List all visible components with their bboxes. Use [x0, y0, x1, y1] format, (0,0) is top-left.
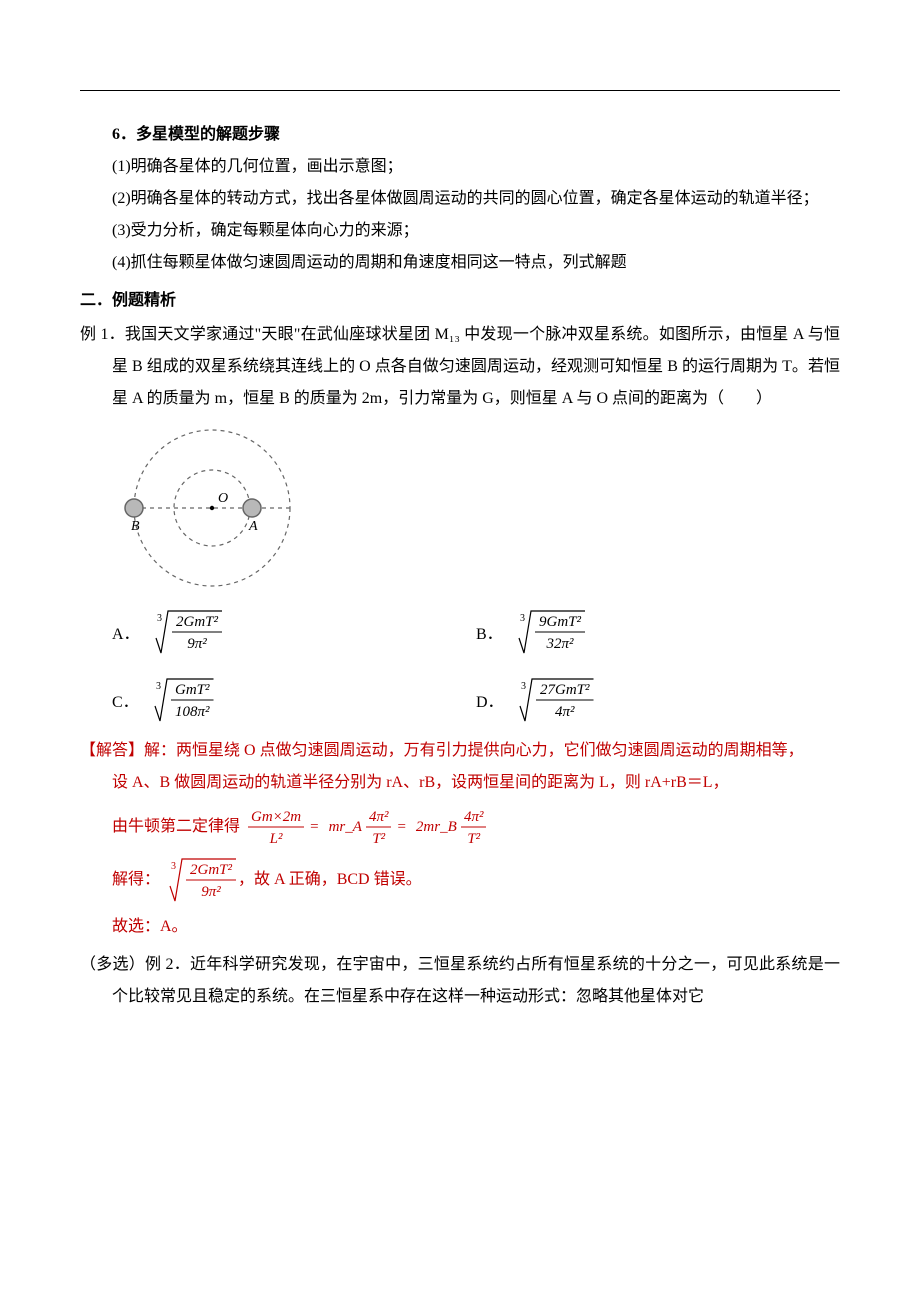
svg-text:2GmT²: 2GmT²	[190, 862, 232, 878]
svg-text:Gm×2m: Gm×2m	[251, 809, 301, 825]
svg-text:27GmT²: 27GmT²	[540, 682, 590, 698]
example2-stem: （多选）例 2．近年科学研究发现，在宇宙中，三恒星系统约占所有恒星系统的十分之一…	[80, 949, 840, 1013]
result-tail: ，故 A 正确，BCD 错误。	[238, 864, 422, 896]
ex1-lead: 例 1．	[80, 326, 125, 343]
svg-text:3: 3	[520, 613, 525, 624]
option-b: B． 9GmT² 32π² 3	[476, 607, 840, 657]
solution-line1: 【解答】解：两恒星绕 O 点做匀速圆周运动，万有引力提供向心力，它们做匀速圆周运…	[112, 735, 840, 767]
svg-text:9π²: 9π²	[201, 884, 221, 900]
option-b-label: B．	[476, 620, 503, 644]
example1-stem: 例 1．我国天文学家通过"天眼"在武仙座球状星团 M₁₃ 中发现一个脉冲双星系统…	[80, 319, 840, 415]
newton-equation-line: 由牛顿第二定律得 Gm×2mL²=mr_A4π²T²=2mr_B4π²T²	[112, 805, 840, 849]
ex2-lead: （多选）例 2．	[80, 956, 190, 973]
sec6-item-3: (3)受力分析，确定每颗星体向心力的来源；	[80, 215, 840, 247]
result-line: 解得： 2GmT² 9π² 3 ，故 A 正确，BCD 错误。	[112, 855, 840, 905]
option-a: A． 2GmT² 9π² 3	[112, 607, 476, 657]
sec6-item-2: (2)明确各星体的转动方式，找出各星体做圆周运动的共同的圆心位置，确定各星体运动…	[80, 183, 840, 215]
sec6-item-1: (1)明确各星体的几何位置，画出示意图；	[80, 151, 840, 183]
ex2-stem-text: 近年科学研究发现，在宇宙中，三恒星系统约占所有恒星系统的十分之一，可见此系统是一…	[112, 956, 840, 1005]
top-rule	[80, 90, 840, 91]
section2-heading: 二．例题精析	[80, 285, 840, 317]
newton-equation: Gm×2mL²=mr_A4π²T²=2mr_B4π²T²	[248, 805, 486, 849]
svg-text:T²: T²	[467, 831, 480, 847]
svg-text:4π²: 4π²	[555, 704, 575, 720]
result-expression: 2GmT² 9π² 3	[168, 855, 238, 905]
option-c: C． GmT² 108π² 3	[112, 675, 476, 725]
svg-text:GmT²: GmT²	[175, 682, 210, 698]
svg-text:3: 3	[156, 681, 161, 692]
svg-text:3: 3	[521, 681, 526, 692]
options-grid: A． 2GmT² 9π² 3 B． 9GmT² 32π² 3 C． GmT² 108π² 3…	[80, 607, 840, 725]
svg-text:9GmT²: 9GmT²	[539, 614, 581, 630]
ex1-stem-text: 我国天文学家通过"天眼"在武仙座球状星团 M₁₃ 中发现一个脉冲双星系统。如图所…	[112, 326, 840, 407]
sec6-item-4: (4)抓住每颗星体做匀速圆周运动的周期和角速度相同这一特点，列式解题	[80, 247, 840, 279]
eq-lead: 由牛顿第二定律得	[112, 811, 240, 843]
option-d-label: D．	[476, 688, 504, 712]
svg-text:O: O	[218, 491, 228, 506]
solution-line2: 设 A、B 做圆周运动的轨道半径分别为 rA、rB，设两恒星间的距离为 L，则 …	[112, 767, 840, 799]
svg-text:B: B	[131, 519, 140, 534]
svg-text:3: 3	[157, 613, 162, 624]
option-a-label: A．	[112, 620, 140, 644]
svg-text:L²: L²	[269, 831, 283, 847]
svg-text:4π²: 4π²	[369, 809, 389, 825]
result-lead: 解得：	[112, 864, 160, 896]
svg-text:3: 3	[171, 861, 176, 872]
svg-text:T²: T²	[372, 831, 385, 847]
sec6-title: 6．多星模型的解题步骤	[80, 119, 840, 151]
svg-text:9π²: 9π²	[187, 636, 207, 652]
page: 6．多星模型的解题步骤 (1)明确各星体的几何位置，画出示意图； (2)明确各星…	[0, 0, 920, 1302]
svg-text:4π²: 4π²	[464, 809, 484, 825]
svg-text:A: A	[248, 519, 258, 534]
option-d: D． 27GmT² 4π² 3	[476, 675, 840, 725]
solution-block: 【解答】解：两恒星绕 O 点做匀速圆周运动，万有引力提供向心力，它们做匀速圆周运…	[80, 735, 840, 943]
svg-text:32π²: 32π²	[545, 636, 573, 652]
binary-star-figure: O A B	[80, 423, 840, 593]
svg-text:108π²: 108π²	[175, 704, 210, 720]
solution-final: 故选：A。	[112, 911, 840, 943]
option-c-label: C．	[112, 688, 139, 712]
svg-text:2GmT²: 2GmT²	[176, 614, 218, 630]
